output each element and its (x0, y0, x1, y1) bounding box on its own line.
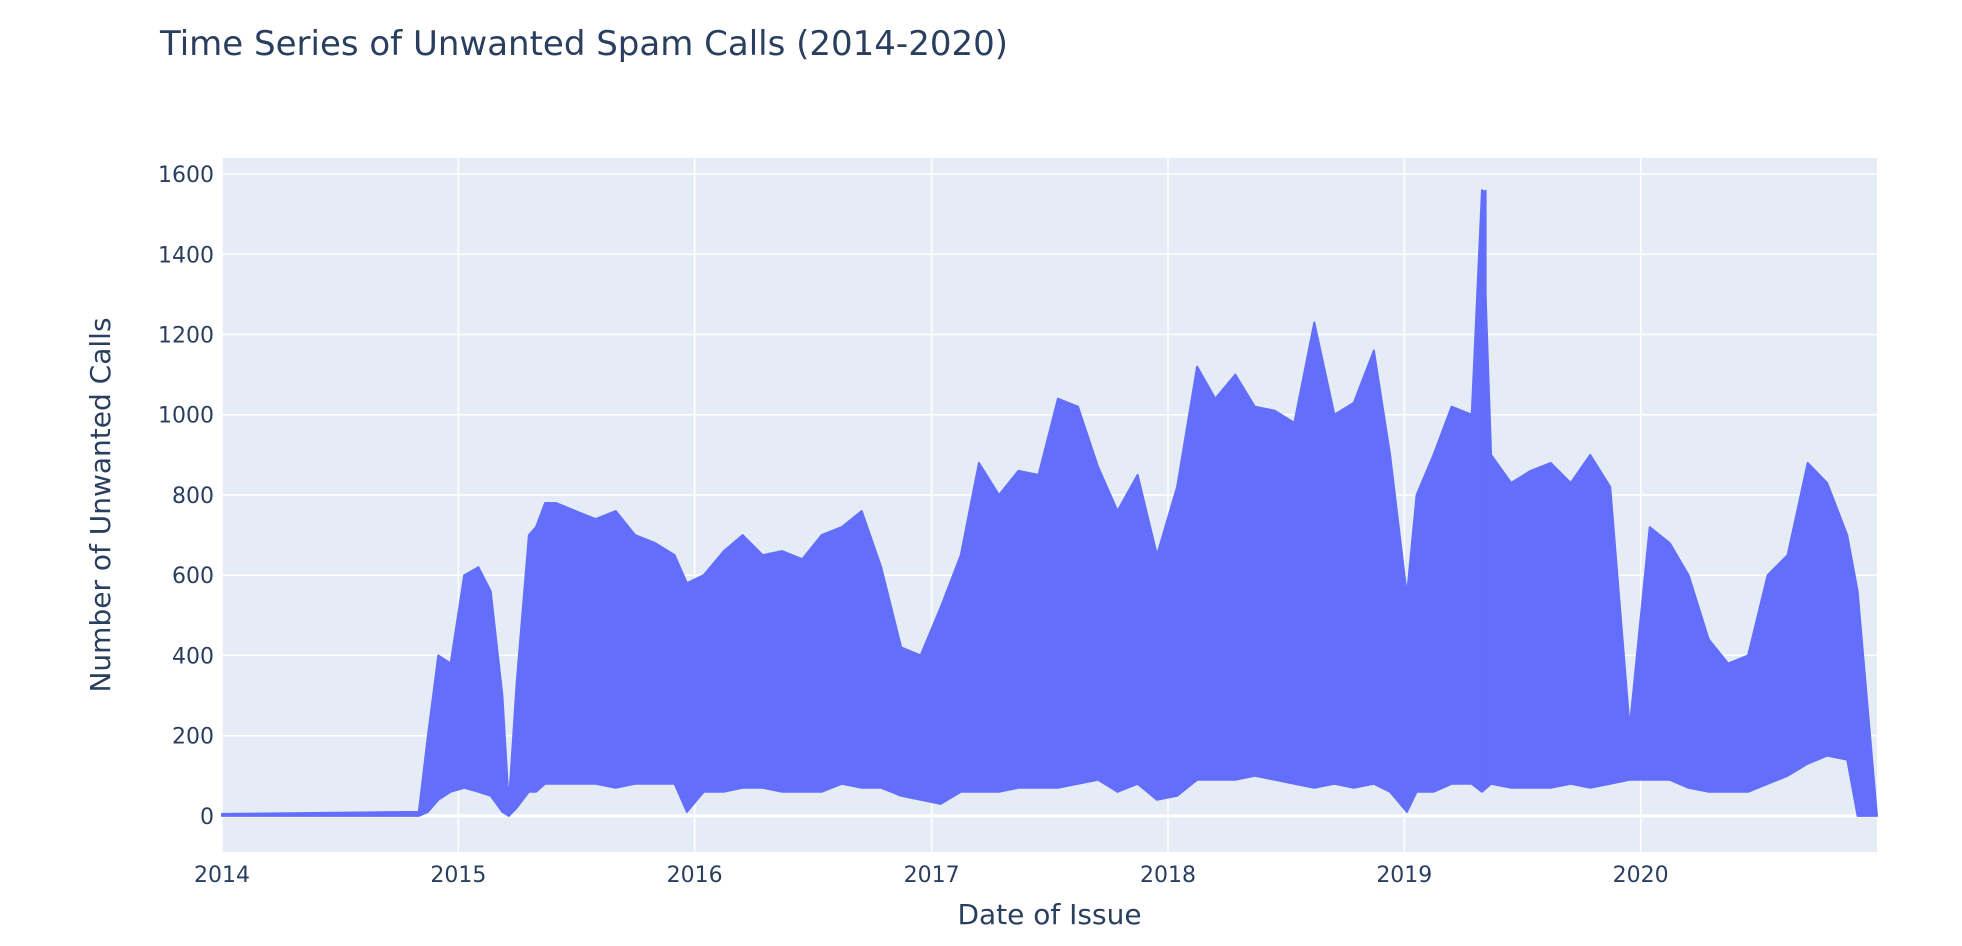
chart-title: Time Series of Unwanted Spam Calls (2014… (160, 24, 1008, 64)
y-axis-title: Number of Unwanted Calls (84, 317, 117, 692)
x-tick-label: 2015 (430, 863, 486, 888)
x-axis-title: Date of Issue (957, 898, 1141, 931)
x-tick-label: 2014 (194, 863, 250, 888)
y-tick-label: 1200 (158, 324, 214, 349)
y-tick-label: 400 (172, 644, 214, 669)
y-tick-label: 1000 (158, 404, 214, 429)
x-tick-label: 2019 (1376, 863, 1432, 888)
x-tick-label: 2020 (1613, 863, 1669, 888)
series-line-calls (221, 189, 1878, 817)
tick-labels: 0 200 400 600 800 1000 1200 1400 1600 2014 2015 201… (158, 163, 1669, 888)
y-tick-label: 600 (172, 564, 214, 589)
y-tick-label: 0 (200, 805, 214, 830)
y-tick-label: 200 (172, 725, 214, 750)
x-tick-label: 2016 (667, 863, 723, 888)
data-layer (221, 189, 1878, 817)
x-tick-label: 2018 (1140, 863, 1196, 888)
y-tick-label: 1600 (158, 163, 214, 188)
y-tick-label: 1400 (158, 243, 214, 268)
y-tick-label: 800 (172, 484, 214, 509)
x-tick-label: 2017 (904, 863, 960, 888)
